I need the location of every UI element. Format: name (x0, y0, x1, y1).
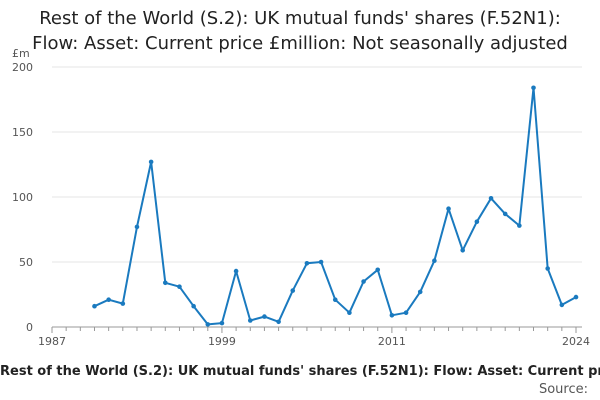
x-tick-label: 1999 (208, 335, 236, 348)
data-point (290, 288, 296, 293)
y-axis-unit-label: £m (12, 47, 30, 60)
data-point (389, 313, 395, 318)
data-point (120, 301, 126, 306)
y-tick-label: 100 (12, 191, 33, 204)
y-tick-label: 200 (12, 61, 33, 74)
chart-title: Rest of the World (S.2): UK mutual funds… (0, 6, 600, 56)
data-point (106, 297, 111, 303)
data-point (545, 266, 550, 271)
data-point (219, 320, 225, 326)
data-point (488, 196, 494, 201)
data-point (417, 289, 423, 295)
data-point (318, 259, 324, 265)
data-point (332, 297, 338, 303)
data-point (191, 303, 196, 309)
data-point (177, 284, 182, 290)
series-line (94, 86, 577, 326)
data-point (92, 303, 97, 309)
y-tick-label: 150 (12, 126, 33, 139)
y-tick-label: 50 (19, 256, 33, 269)
data-point (304, 261, 310, 266)
data-point (361, 279, 366, 284)
data-point (460, 248, 466, 253)
data-point (233, 268, 239, 274)
data-point (531, 85, 536, 91)
data-point (432, 258, 437, 264)
data-point (247, 318, 253, 323)
x-tick-label: 1987 (38, 335, 66, 348)
data-point (559, 302, 565, 308)
data-point (502, 211, 508, 217)
data-point (148, 159, 154, 165)
y-tick-label: 0 (26, 321, 33, 334)
data-point (276, 319, 281, 325)
data-point (134, 224, 140, 230)
data-point (347, 310, 352, 316)
x-tick-label: 2024 (562, 335, 590, 348)
data-point (517, 223, 522, 228)
data-point (403, 310, 409, 316)
data-point (573, 294, 579, 300)
data-point (446, 206, 451, 211)
data-point (375, 267, 381, 273)
chart-title-line-2: Flow: Asset: Current price £million: Not… (32, 33, 568, 54)
data-point (205, 322, 211, 327)
chart-title-line-1: Rest of the World (S.2): UK mutual funds… (39, 8, 561, 29)
data-point (474, 219, 480, 224)
x-tick-label: 2011 (378, 335, 406, 348)
data-point (162, 280, 168, 286)
data-point (262, 314, 267, 319)
source-label: Source: (538, 382, 588, 397)
footer-chart-title: Rest of the World (S.2): UK mutual funds… (0, 364, 600, 379)
